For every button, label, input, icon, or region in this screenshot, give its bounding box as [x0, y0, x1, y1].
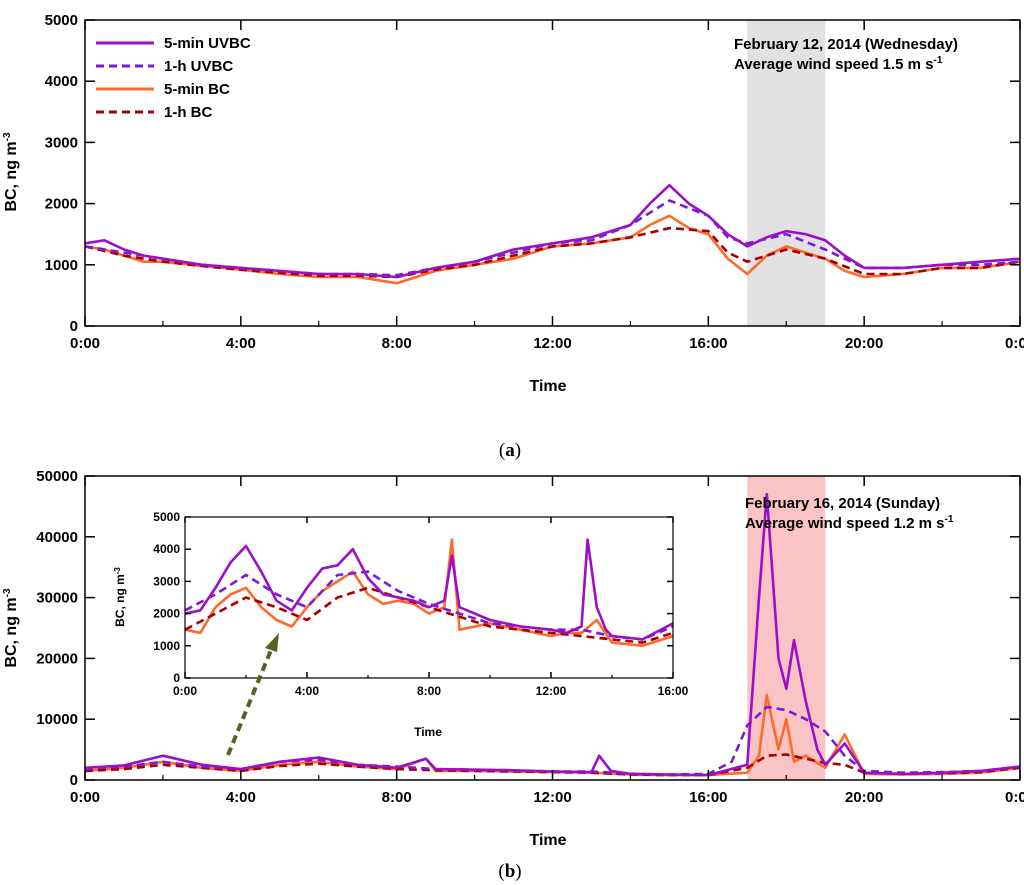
panel-b-annotation-wind: Average wind speed 1.2 m s-1 [745, 514, 954, 532]
panel-b-annotation-date: February 16, 2014 (Sunday) [745, 495, 940, 512]
panel-a-x-tick-label: 12:00 [533, 335, 571, 352]
legend-label-1-h-uvbc: 1-h UVBC [164, 58, 233, 75]
panel-b-x-tick-label: 0:00 [1005, 789, 1024, 806]
inset-y-axis-label: BC, ng m-3 [113, 567, 127, 627]
inset-y-tick-label: 4000 [153, 542, 180, 556]
inset-x-tick-label: 16:00 [658, 684, 689, 698]
legend-label-5-min-bc: 5-min BC [164, 81, 230, 98]
panel-a-x-axis-label: Time [529, 378, 566, 395]
panel-b-x-tick-label: 12:00 [533, 789, 571, 806]
inset-y-tick-label: 3000 [153, 574, 180, 588]
panel-a: 0:004:008:0012:0016:0020:000:00010002000… [2, 12, 1024, 461]
inset-x-tick-label: 0:00 [173, 684, 197, 698]
panel-a-x-tick-label: 0:00 [70, 335, 100, 352]
panel-b-y-tick-label: 50000 [36, 468, 78, 485]
panel-a-y-tick-label: 4000 [45, 73, 78, 90]
panel-a-x-tick-label: 20:00 [845, 335, 883, 352]
inset-series-1-h-uvbc [184, 570, 674, 641]
panel-a-x-tick-label: 4:00 [226, 335, 256, 352]
panel-b-x-tick-label: 20:00 [845, 789, 883, 806]
legend: 5-min UVBC 1-h UVBC 5-min BC 1-h BC [96, 35, 251, 121]
arrow-icon [226, 633, 279, 756]
inset-x-tick-label: 12:00 [536, 684, 567, 698]
panel-a-y-tick-label: 3000 [45, 134, 78, 151]
panel-b-plot-area [84, 492, 1021, 777]
inset-x-axis-label: Time [414, 725, 442, 739]
panel-b-series-5-min-uvbc [84, 492, 1021, 777]
panel-b-x-axis-label: Time [529, 832, 566, 849]
panel-b-y-tick-label: 10000 [36, 711, 78, 728]
inset-chart: 0:00 4:00 8:00 12:00 16:00 0 1000 2000 3000 4000 5… [113, 510, 689, 739]
panel-a-caption: (a) [499, 440, 521, 461]
inset-y-tick-label: 0 [173, 671, 180, 685]
inset-y-tick-label: 2000 [153, 607, 180, 621]
inset-y-tick-label: 5000 [153, 510, 180, 524]
panel-a-series-1-h-uvbc [84, 199, 1021, 277]
panel-b-x-tick-label: 8:00 [382, 789, 412, 806]
panel-b-y-axis-label: BC, ng m-3 [2, 588, 20, 668]
inset-plot-area [184, 538, 674, 648]
panel-b: 0:004:008:0012:0016:0020:000:00010000200… [2, 468, 1024, 882]
arrow-head [265, 633, 279, 652]
panel-b-x-tick-label: 4:00 [226, 789, 256, 806]
panel-b-y-tick-label: 20000 [36, 650, 78, 667]
panel-a-y-tick-label: 5000 [45, 12, 78, 29]
panel-a-series-5-min-uvbc [84, 183, 1021, 279]
legend-label-5-min-uvbc: 5-min UVBC [164, 35, 251, 52]
panel-a-x-tick-label: 16:00 [689, 335, 727, 352]
panel-b-series-5-min-bc [84, 693, 1021, 777]
inset-y-tick-label: 1000 [153, 639, 180, 653]
panel-a-y-tick-label: 0 [70, 318, 78, 335]
panel-a-ticks: 0:004:008:0012:0016:0020:000:00010002000… [45, 12, 1024, 352]
inset-series-5-min-uvbc [184, 538, 674, 641]
panel-a-y-axis-label: BC, ng m-3 [2, 132, 20, 212]
panel-b-y-tick-label: 40000 [36, 529, 78, 546]
panel-b-x-tick-label: 0:00 [70, 789, 100, 806]
panel-b-ticks: 0:004:008:0012:0016:0020:000:00010000200… [36, 468, 1024, 806]
inset-ticks: 0:00 4:00 8:00 12:00 16:00 0 1000 2000 3000 4000 5… [153, 510, 688, 698]
panel-b-y-tick-label: 30000 [36, 590, 78, 607]
panel-b-y-tick-label: 0 [70, 772, 78, 789]
panel-b-caption: (b) [498, 861, 521, 882]
inset-background [185, 517, 673, 678]
panel-b-series-1-h-uvbc [84, 705, 1021, 776]
panel-a-annotation-date: February 12, 2014 (Wednesday) [734, 36, 958, 53]
panel-a-plot-area [84, 183, 1021, 285]
inset-x-tick-label: 4:00 [295, 684, 319, 698]
legend-label-1-h-bc: 1-h BC [164, 104, 213, 121]
panel-b-x-tick-label: 16:00 [689, 789, 727, 806]
panel-a-x-tick-label: 0:00 [1005, 335, 1024, 352]
inset-x-tick-label: 8:00 [417, 684, 441, 698]
panel-a-annotation-wind: Average wind speed 1.5 m s-1 [734, 55, 943, 73]
arrow-shaft [226, 649, 273, 756]
highlight-band-a [747, 20, 826, 326]
panel-a-y-tick-label: 1000 [45, 257, 78, 274]
panel-a-y-tick-label: 2000 [45, 196, 78, 213]
panel-a-series-1-h-bc [84, 226, 1021, 279]
panel-a-x-tick-label: 8:00 [382, 335, 412, 352]
